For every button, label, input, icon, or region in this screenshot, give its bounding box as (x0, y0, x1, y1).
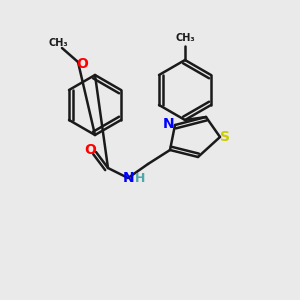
Text: N: N (163, 117, 175, 131)
Text: CH₃: CH₃ (48, 38, 68, 48)
Text: O: O (76, 57, 88, 71)
Text: CH₃: CH₃ (175, 33, 195, 43)
Text: H: H (135, 172, 145, 184)
Text: S: S (220, 130, 230, 144)
Text: O: O (84, 143, 96, 157)
Text: N: N (123, 171, 135, 185)
